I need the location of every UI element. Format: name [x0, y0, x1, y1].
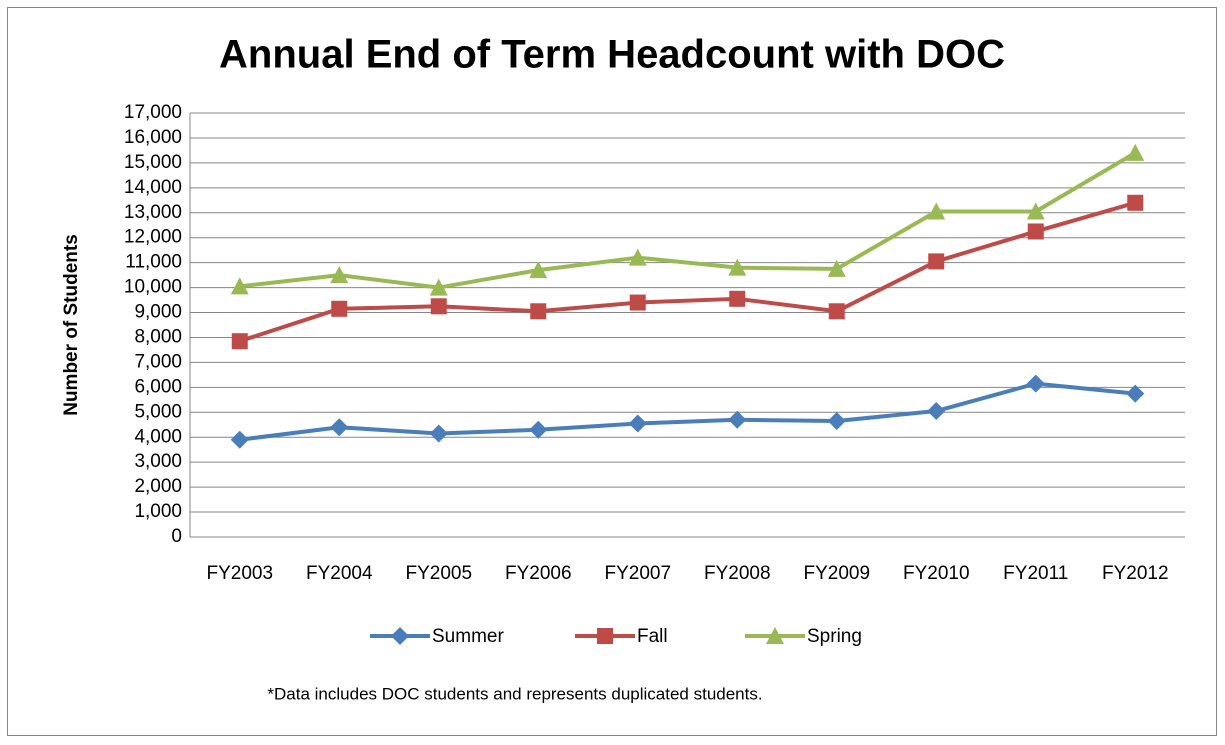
- marker: [728, 410, 747, 429]
- x-tick-label: FY2008: [704, 563, 771, 584]
- y-tick-label: 5,000: [134, 401, 182, 422]
- marker: [927, 202, 946, 220]
- y-tick-label: 11,000: [125, 252, 182, 273]
- marker: [828, 303, 845, 320]
- series-line: [239, 381, 1136, 442]
- marker: [529, 261, 548, 279]
- note: *Data includes DOC students and represen…: [267, 684, 762, 703]
- y-tick-label: 8,000: [134, 326, 182, 347]
- marker: [529, 420, 548, 439]
- marker: [928, 253, 945, 270]
- x-tick-label: FY2009: [803, 563, 870, 584]
- y-tick-label: 2,000: [134, 476, 182, 497]
- marker: [629, 294, 646, 311]
- chart-border: [7, 7, 1217, 736]
- chart-title: Annual End of Term Headcount with DOC: [219, 33, 1005, 77]
- y-tick-label: 7,000: [134, 351, 182, 372]
- marker: [530, 303, 547, 320]
- marker: [729, 290, 746, 307]
- y-tick-label: 16,000: [124, 127, 182, 148]
- marker: [430, 298, 447, 315]
- y-tick-label: 1,000: [134, 501, 182, 522]
- marker: [1026, 202, 1045, 220]
- x-tick-label: FY2003: [206, 563, 273, 584]
- legend-marker: [391, 627, 409, 645]
- marker: [429, 278, 448, 296]
- marker: [429, 424, 448, 443]
- y-tick-label: 6,000: [134, 376, 182, 397]
- y-tick-label: 9,000: [134, 302, 182, 323]
- marker: [230, 430, 249, 449]
- legend-label: Summer: [432, 626, 504, 647]
- marker: [230, 277, 249, 295]
- y-tick-label: 15,000: [124, 152, 182, 173]
- marker: [330, 418, 349, 437]
- y-tick-label: 13,000: [124, 202, 182, 223]
- x-tick-label: FY2004: [306, 563, 373, 584]
- marker: [1126, 143, 1145, 161]
- y-tick-label: 3,000: [134, 451, 182, 472]
- marker: [927, 402, 946, 421]
- marker: [728, 258, 747, 276]
- marker: [331, 300, 348, 317]
- y-tick-label: 14,000: [124, 177, 182, 198]
- x-tick-label: FY2007: [604, 563, 671, 584]
- marker: [1026, 374, 1045, 393]
- marker: [827, 259, 846, 277]
- legend-label: Spring: [807, 626, 862, 647]
- marker: [1027, 223, 1044, 240]
- legend-marker: [766, 627, 784, 644]
- marker: [628, 248, 647, 266]
- marker: [231, 333, 248, 350]
- marker: [827, 412, 846, 431]
- marker: [330, 266, 349, 284]
- series-line: [239, 200, 1136, 344]
- x-tick-label: FY2011: [1003, 563, 1068, 584]
- series-line: [239, 151, 1137, 290]
- legend-marker: [597, 628, 613, 644]
- y-tick-label: 12,000: [124, 227, 182, 248]
- y-tick-label: 4,000: [134, 426, 182, 447]
- x-tick-label: FY2010: [903, 563, 970, 584]
- y-tick-label: 17,000: [124, 102, 182, 123]
- y-tick-label: 0: [171, 526, 182, 547]
- x-tick-label: FY2006: [505, 563, 572, 584]
- legend-label: Fall: [637, 626, 668, 647]
- marker: [628, 414, 647, 433]
- marker: [1127, 194, 1144, 211]
- y-tick-label: 10,000: [124, 277, 182, 298]
- y-axis-label: Number of Students: [61, 234, 82, 416]
- x-tick-label: FY2012: [1102, 563, 1169, 584]
- x-tick-label: FY2005: [405, 563, 472, 584]
- marker: [1126, 384, 1145, 403]
